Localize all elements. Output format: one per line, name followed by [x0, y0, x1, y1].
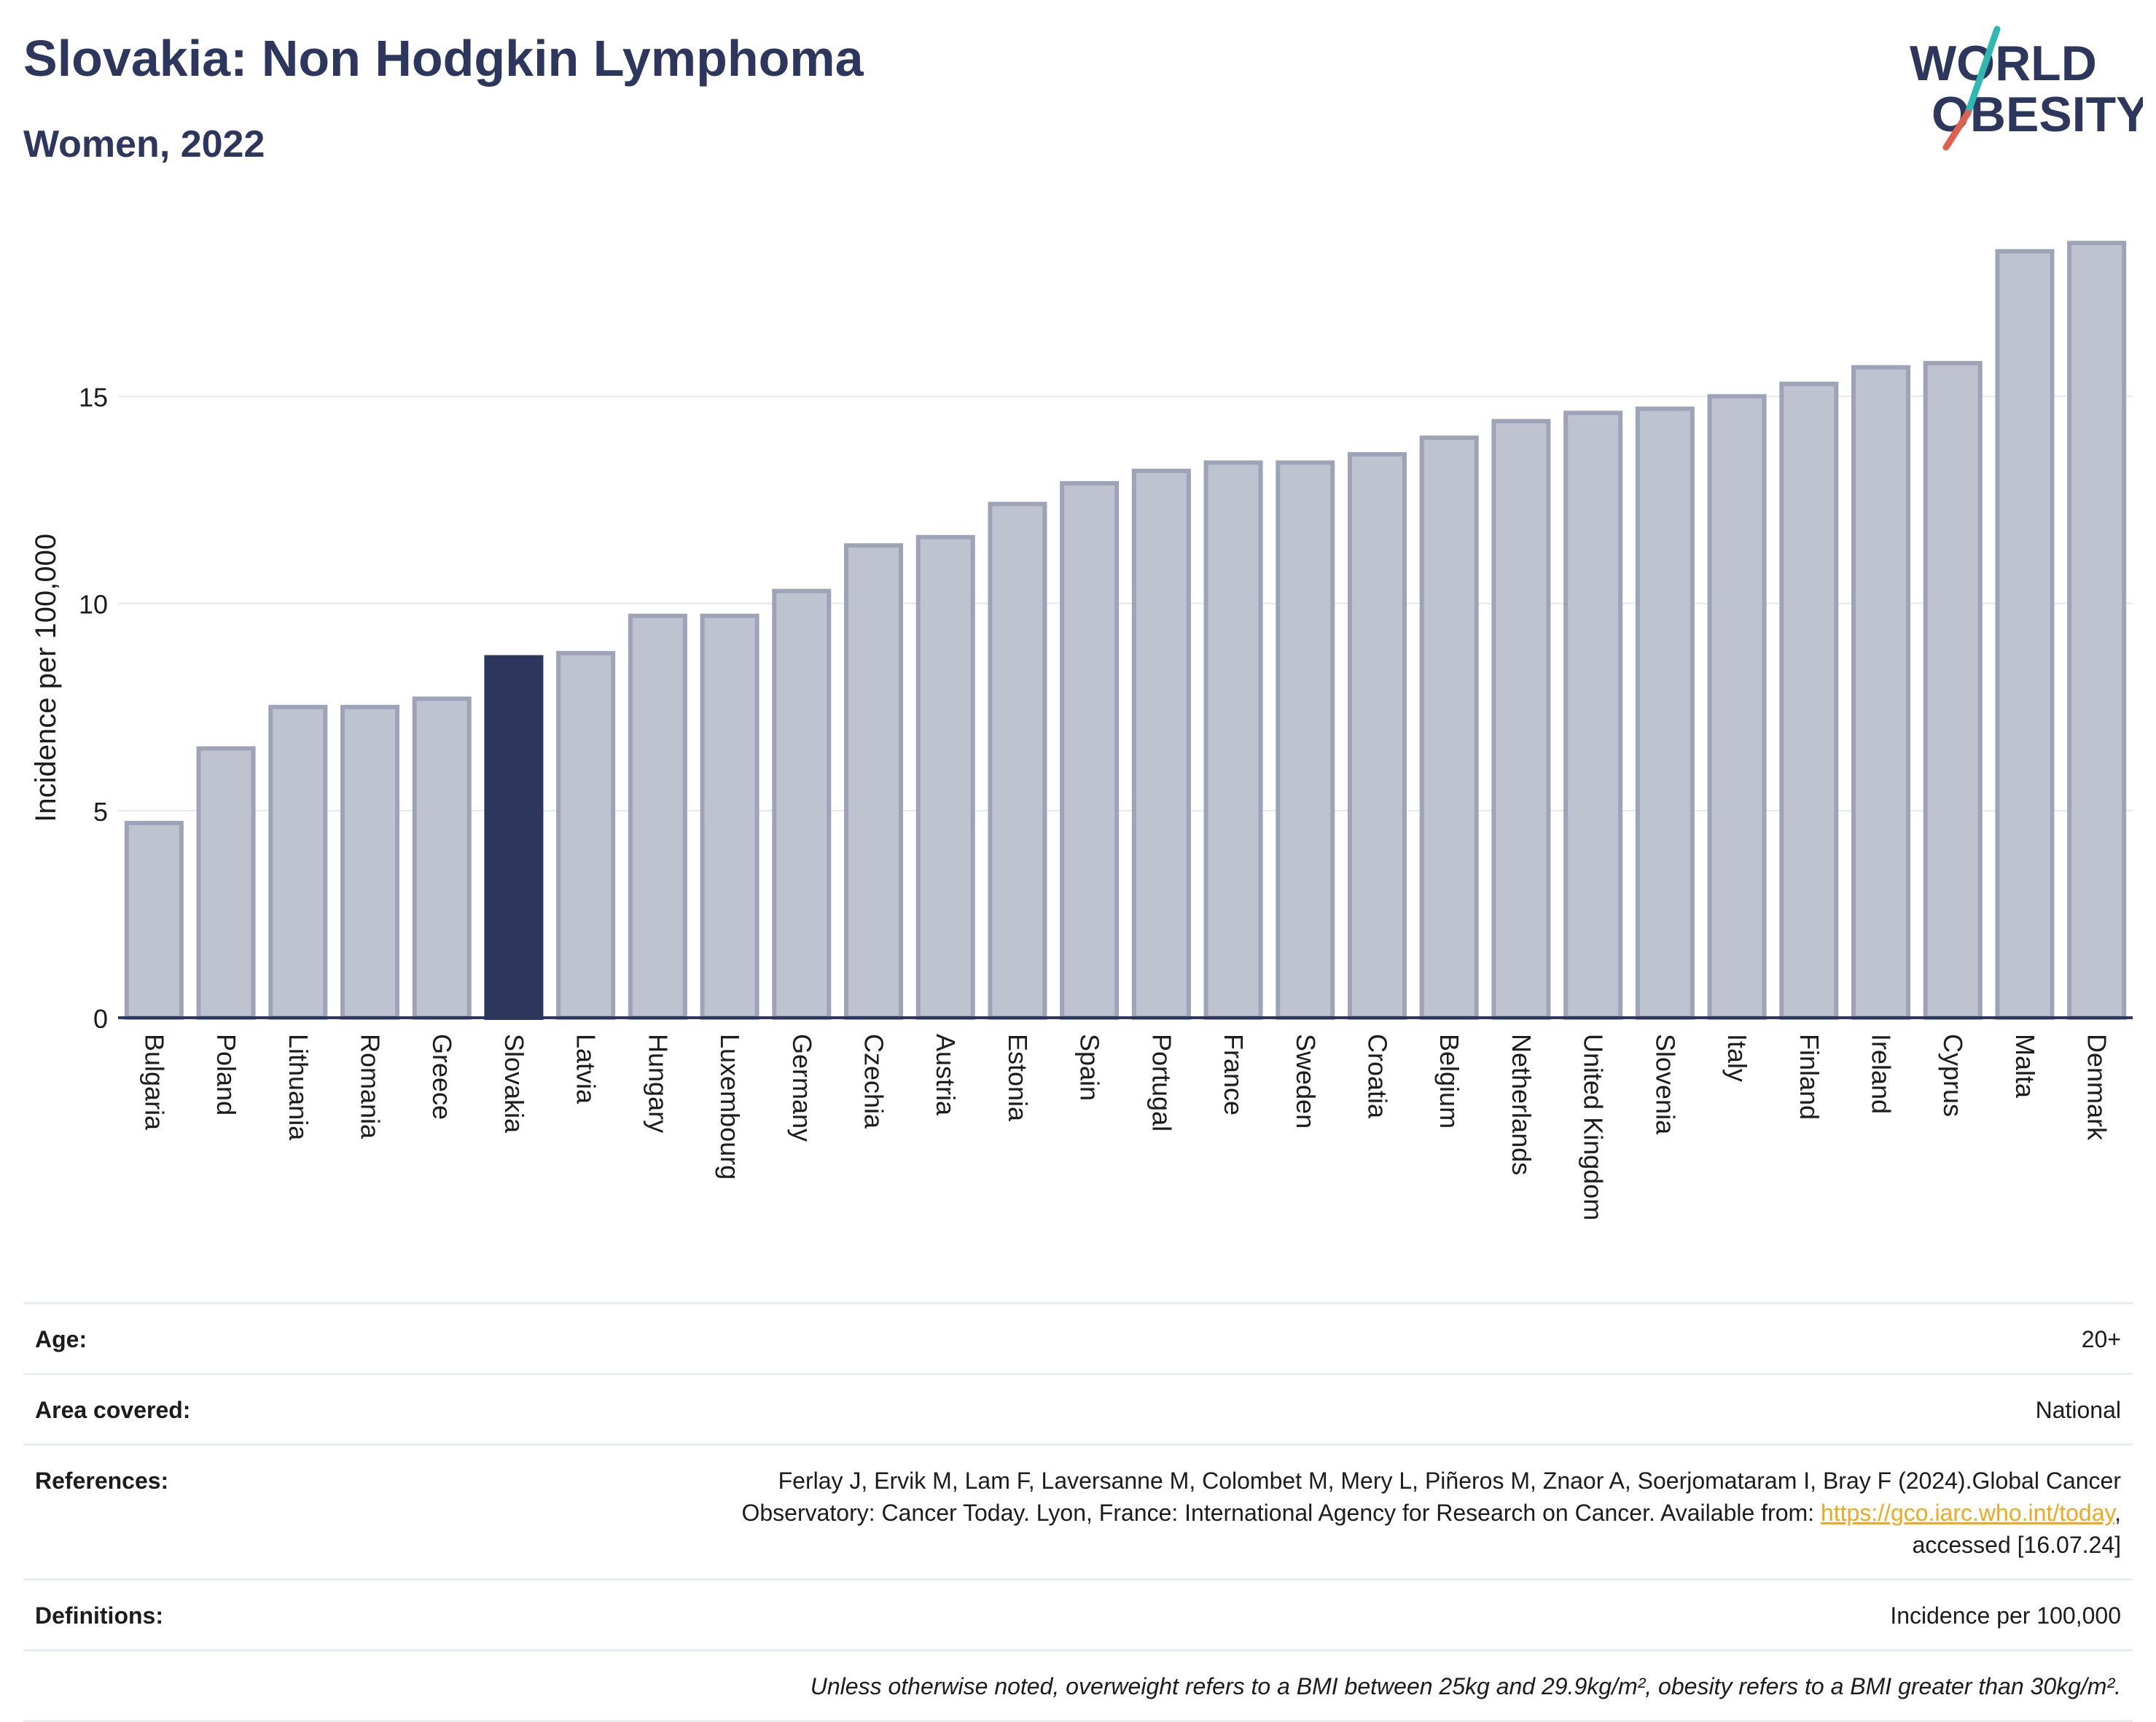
x-tick-label: Lithuania	[284, 1034, 313, 1141]
references-link[interactable]: https://gco.iarc.who.int/today	[1820, 1500, 2115, 1526]
age-value: 20+	[2081, 1326, 2121, 1352]
bar-sweden[interactable]	[1276, 460, 1335, 1021]
chart-subtitle: Women, 2022	[23, 123, 265, 165]
x-tick-label: Denmark	[2082, 1034, 2112, 1141]
age-label: Age:	[35, 1326, 87, 1352]
bar-poland[interactable]	[196, 746, 256, 1020]
bar-malta[interactable]	[1995, 249, 2055, 1020]
x-tick-label: Austria	[931, 1034, 961, 1116]
bar-romania[interactable]	[340, 704, 400, 1020]
y-tick-label: 0	[93, 1004, 108, 1034]
bar-finland[interactable]	[1779, 381, 1839, 1021]
info-row-references: References: Ferlay J, Ervik M, Lam F, La…	[23, 1444, 2133, 1578]
bar-chart: 0 5 10 15 Bulgaria Poland Lithuania Romania Gree…	[30, 241, 2133, 1220]
bar-ireland[interactable]	[1851, 365, 1911, 1021]
x-tick-label: Czechia	[859, 1034, 889, 1129]
bar-greece[interactable]	[412, 696, 472, 1021]
bar-portugal[interactable]	[1131, 468, 1191, 1020]
x-tick-label: Latvia	[571, 1034, 601, 1105]
info-row-note: Unless otherwise noted, overweight refer…	[23, 1649, 2133, 1722]
x-tick-label: Ireland	[1867, 1034, 1897, 1114]
bar-belgium[interactable]	[1419, 435, 1479, 1020]
bar-hungary[interactable]	[628, 613, 687, 1020]
bar-italy[interactable]	[1707, 394, 1767, 1021]
bar-austria[interactable]	[915, 534, 975, 1020]
x-tick-label: United Kingdom	[1579, 1034, 1609, 1220]
x-tick-label: France	[1219, 1034, 1249, 1115]
bar-france[interactable]	[1203, 460, 1263, 1021]
bar-netherlands[interactable]	[1491, 418, 1551, 1021]
x-tick-label: Estonia	[1003, 1034, 1033, 1122]
bar-united-kingdom[interactable]	[1563, 410, 1623, 1020]
x-tick-label: Croatia	[1363, 1034, 1393, 1119]
references-line-2: Observatory: Cancer Today. Lyon, France:…	[741, 1500, 1821, 1526]
x-tick-label: Netherlands	[1507, 1034, 1536, 1175]
x-tick-label: Malta	[2010, 1034, 2040, 1099]
bar-denmark[interactable]	[2067, 241, 2127, 1021]
info-table: Age: 20+ Area covered: National Referenc…	[23, 1302, 2133, 1722]
y-tick-label: 15	[79, 383, 108, 413]
x-tick-label: Finland	[1794, 1034, 1824, 1120]
x-tick-label: Italy	[1722, 1034, 1752, 1082]
area-label: Area covered:	[35, 1397, 191, 1423]
definitions-value: Incidence per 100,000	[1890, 1602, 2121, 1629]
x-tick-label: Bulgaria	[139, 1034, 169, 1131]
area-value: National	[2035, 1397, 2121, 1423]
x-tick-label: Greece	[427, 1034, 457, 1120]
x-tick-label: Belgium	[1434, 1034, 1464, 1129]
axes: 0 5 10 15 Bulgaria Poland Lithuania Romania Gree…	[79, 383, 2133, 1220]
bar-croatia[interactable]	[1347, 452, 1407, 1020]
y-axis-label: Incidence per 100,000	[30, 534, 62, 822]
x-tick-label: Germany	[787, 1034, 817, 1142]
info-row-age: Age: 20+	[23, 1302, 2133, 1373]
bar-germany[interactable]	[772, 588, 832, 1020]
world-obesity-logo: WORLD OBESITY	[1910, 26, 2143, 151]
references-line-1: Ferlay J, Ervik M, Lam F, Laversanne M, …	[778, 1468, 2121, 1494]
bar-estonia[interactable]	[988, 502, 1047, 1020]
bar-spain[interactable]	[1060, 480, 1120, 1020]
info-row-definitions: Definitions: Incidence per 100,000	[23, 1578, 2133, 1649]
y-tick-label: 10	[79, 590, 108, 620]
bar-cyprus[interactable]	[1923, 361, 1983, 1020]
bar-lithuania[interactable]	[268, 704, 328, 1020]
x-tick-label: Luxembourg	[715, 1034, 745, 1180]
bar-czechia[interactable]	[843, 543, 904, 1020]
bar-slovenia[interactable]	[1635, 406, 1695, 1021]
bar-luxembourg[interactable]	[700, 613, 759, 1020]
references-value: Ferlay J, Ervik M, Lam F, Laversanne M, …	[341, 1465, 2121, 1561]
x-tick-label: Spain	[1075, 1034, 1105, 1101]
chart-title: Slovakia: Non Hodgkin Lymphoma	[23, 30, 864, 87]
logo-text-world: WORLD	[1910, 36, 2097, 91]
x-tick-label: Romania	[356, 1034, 386, 1139]
logo-slash-teal	[1964, 26, 2001, 117]
references-label: References:	[35, 1468, 169, 1494]
y-tick-label: 5	[93, 797, 108, 827]
x-tick-label: Slovenia	[1650, 1034, 1680, 1135]
info-row-area: Area covered: National	[23, 1373, 2133, 1444]
x-tick-label: Slovakia	[499, 1034, 529, 1134]
bmi-note: Unless otherwise noted, overweight refer…	[810, 1673, 2121, 1699]
x-tick-label: Cyprus	[1938, 1034, 1968, 1117]
references-comma: ,	[2114, 1500, 2121, 1526]
logo-slash-red	[1942, 109, 1972, 151]
x-tick-label: Poland	[211, 1034, 241, 1115]
bars	[124, 241, 2127, 1021]
x-tick-label: Hungary	[643, 1034, 673, 1133]
bar-latvia[interactable]	[556, 650, 616, 1020]
x-tick-label: Sweden	[1291, 1034, 1321, 1129]
bar-bulgaria[interactable]	[124, 820, 184, 1020]
references-line-3: accessed [16.07.24]	[1912, 1532, 2121, 1558]
definitions-label: Definitions:	[35, 1602, 163, 1629]
bar-slovakia[interactable]	[484, 655, 544, 1020]
x-tick-label: Portugal	[1147, 1034, 1176, 1131]
